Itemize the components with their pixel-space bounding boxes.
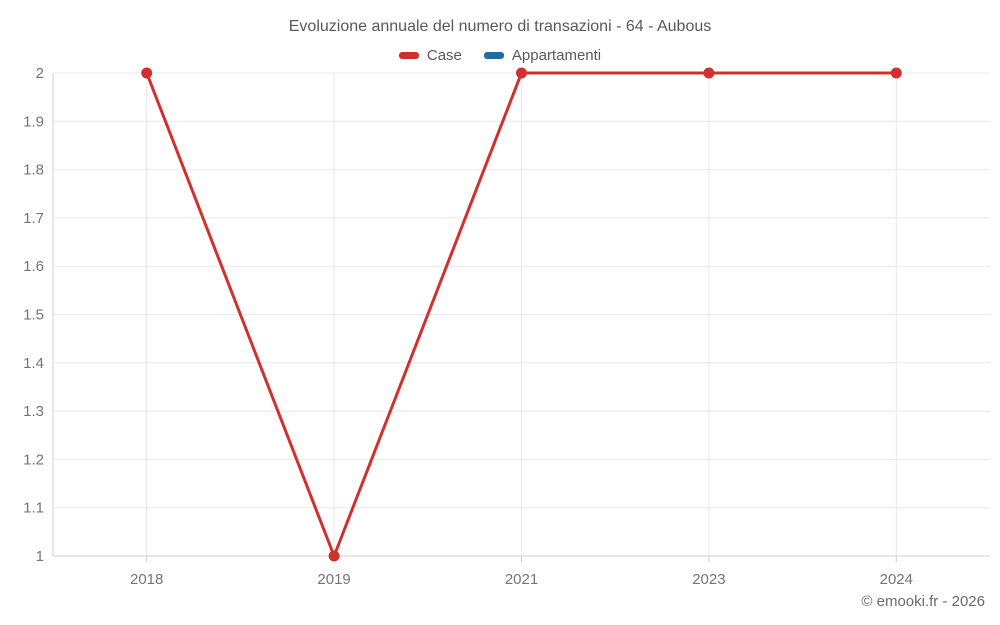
- x-axis-tick-label: 2023: [692, 571, 725, 588]
- legend-item-appartamenti[interactable]: Appartamenti: [483, 47, 602, 64]
- y-axis-tick-label: 1.8: [23, 162, 44, 179]
- y-axis-tick-label: 1.3: [23, 403, 44, 420]
- chart-legend: Case Appartamenti: [0, 47, 1000, 64]
- x-axis-tick-label: 2019: [317, 571, 350, 588]
- x-axis-tick-label: 2018: [130, 571, 163, 588]
- data-point-case-2018[interactable]: [141, 67, 153, 79]
- data-point-case-2019[interactable]: [328, 550, 340, 562]
- y-axis-tick-label: 1.1: [23, 500, 44, 517]
- x-axis-tick-label: 2021: [505, 571, 538, 588]
- y-axis-tick-label: 1.5: [23, 307, 44, 324]
- legend-label-case: Case: [426, 47, 462, 64]
- y-axis-tick-label: 1.6: [23, 258, 44, 275]
- copyright-text: © emooki.fr - 2026: [861, 593, 985, 610]
- y-axis-tick-label: 2: [36, 65, 44, 82]
- y-axis-tick-label: 1.2: [23, 451, 44, 468]
- data-point-case-2024[interactable]: [890, 67, 902, 79]
- y-axis-tick-label: 1.9: [23, 113, 44, 130]
- y-axis-tick-label: 1.4: [23, 355, 44, 372]
- legend-label-appartamenti: Appartamenti: [511, 47, 602, 64]
- x-axis-tick-label: 2024: [880, 571, 913, 588]
- data-point-case-2021[interactable]: [516, 67, 527, 79]
- y-axis-tick-label: 1.7: [23, 210, 44, 227]
- chart-title: Evoluzione annuale del numero di transaz…: [288, 18, 712, 35]
- appartamenti-series-swatch-icon: [483, 52, 504, 59]
- data-point-case-2023[interactable]: [703, 67, 715, 79]
- y-axis-tick-label: 1: [36, 548, 44, 565]
- case-series-swatch-icon: [398, 52, 419, 59]
- legend-item-case[interactable]: Case: [398, 47, 462, 64]
